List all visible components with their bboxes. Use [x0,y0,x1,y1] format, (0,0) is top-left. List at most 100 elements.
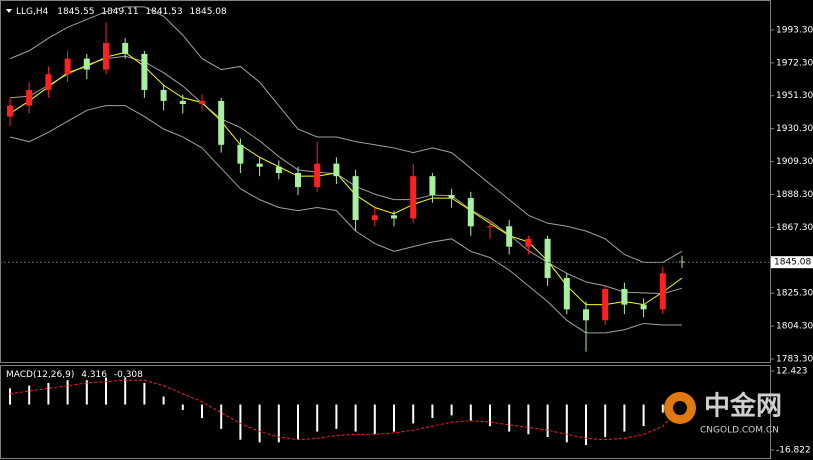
candle-body [237,144,244,164]
candle-body [333,163,340,177]
candle-body [26,89,33,106]
candle-body [583,309,589,321]
candle-body [621,288,628,305]
candle-body [391,215,397,219]
candle-body [544,238,551,279]
macd-bar [105,377,107,405]
y-tick-label: 1867.30 [776,223,813,233]
macd-bar [623,404,626,432]
macd-bar [393,404,395,432]
chart-header: LLG,H4 1845.55 1849.11 1841.53 1845.08 [16,7,227,17]
y-tick-label: 12.423 [776,367,808,377]
candle-body [487,226,493,228]
y-tick-label: 1930.30 [776,124,813,134]
macd-bar [527,404,530,435]
logo-inner [673,401,687,415]
macd-bar [604,404,607,437]
macd-bar [297,404,299,440]
watermark: 中金网 CNGOLD.COM.CN [664,391,782,436]
candle-body [199,100,205,105]
macd-header: MACD(12,26,9) 4.316 -0.308 [6,370,143,380]
candle-body [295,173,301,188]
candle-body [7,105,13,117]
candle-body [410,176,417,219]
candle-body [563,278,570,310]
main-frame [0,0,771,363]
macd-bar [450,404,453,416]
macd-bar [220,404,223,429]
macd-bar [661,404,664,413]
macd-bar [565,404,568,443]
macd-bar [47,382,50,405]
macd-bar [28,385,31,405]
macd-bar [9,388,11,405]
candle-body [429,176,436,195]
high-value: 1849.11 [101,7,138,17]
macd-bar [85,380,88,405]
candle-body [103,42,109,70]
y-tick-label: 1951.30 [776,91,813,101]
candle-body [448,194,455,199]
indicator-line [9,6,683,263]
macd-bar [181,404,184,410]
y-tick-label: 1888.30 [776,190,813,200]
y-tick-label: 1804.30 [776,322,813,332]
symbol: LLG,H4 [16,7,49,17]
macd-bar [642,404,645,427]
indicator-line [9,51,683,306]
candle-body [179,100,186,105]
macd-bar [201,404,203,419]
y-tick-label: 1909.30 [776,157,813,167]
macd-bar [66,380,69,405]
y-tick-label: 1825.30 [776,289,813,299]
macd-signal: -0.308 [114,370,143,380]
candle-body [64,58,71,75]
macd-bar [162,396,165,405]
current-price-box [771,256,813,269]
macd-bar [258,404,261,443]
macd-frame [0,365,771,459]
indicator-line [9,105,682,334]
macd-bar [546,404,549,437]
indicator-line [9,55,683,295]
macd-bar [469,404,472,421]
signal-line [9,379,683,441]
current-price-label: 1845.08 [774,258,811,268]
macd-bar [489,404,491,427]
candle-body [122,42,129,54]
macd-bar [431,404,434,419]
macd-bar [412,404,415,424]
macd-bar [373,404,376,435]
y-tick-label: 1783.30 [776,355,813,365]
close-value: 1845.08 [190,7,227,17]
candle-body [352,176,359,221]
open-value: 1845.55 [57,7,94,17]
candle-body [640,304,647,310]
macd-bar [143,382,146,405]
macd-bar [508,404,511,432]
low-value: 1841.53 [145,7,182,17]
candle-body [602,288,609,321]
y-tick-label: 1972.30 [776,58,813,68]
candle-body [218,100,225,145]
macd-main: 4.316 [81,370,107,380]
candle-body [45,74,52,90]
header-marker [6,9,12,13]
domain: CNGOLD.COM.CN [700,426,779,436]
candle-body [256,163,263,167]
macd-bar [316,404,319,432]
macd-bar [124,377,127,405]
candle-body [525,238,532,247]
candle-body [141,53,148,90]
candle-body [275,166,282,174]
candle-body [314,163,321,188]
brand: 中金网 [704,391,782,422]
macd-bar [354,404,357,432]
macd-bar [277,404,280,443]
macd-title: MACD(12,26,9) [6,370,74,380]
candle-body [371,215,378,221]
candle-body [659,273,666,310]
candle-body [467,198,474,227]
